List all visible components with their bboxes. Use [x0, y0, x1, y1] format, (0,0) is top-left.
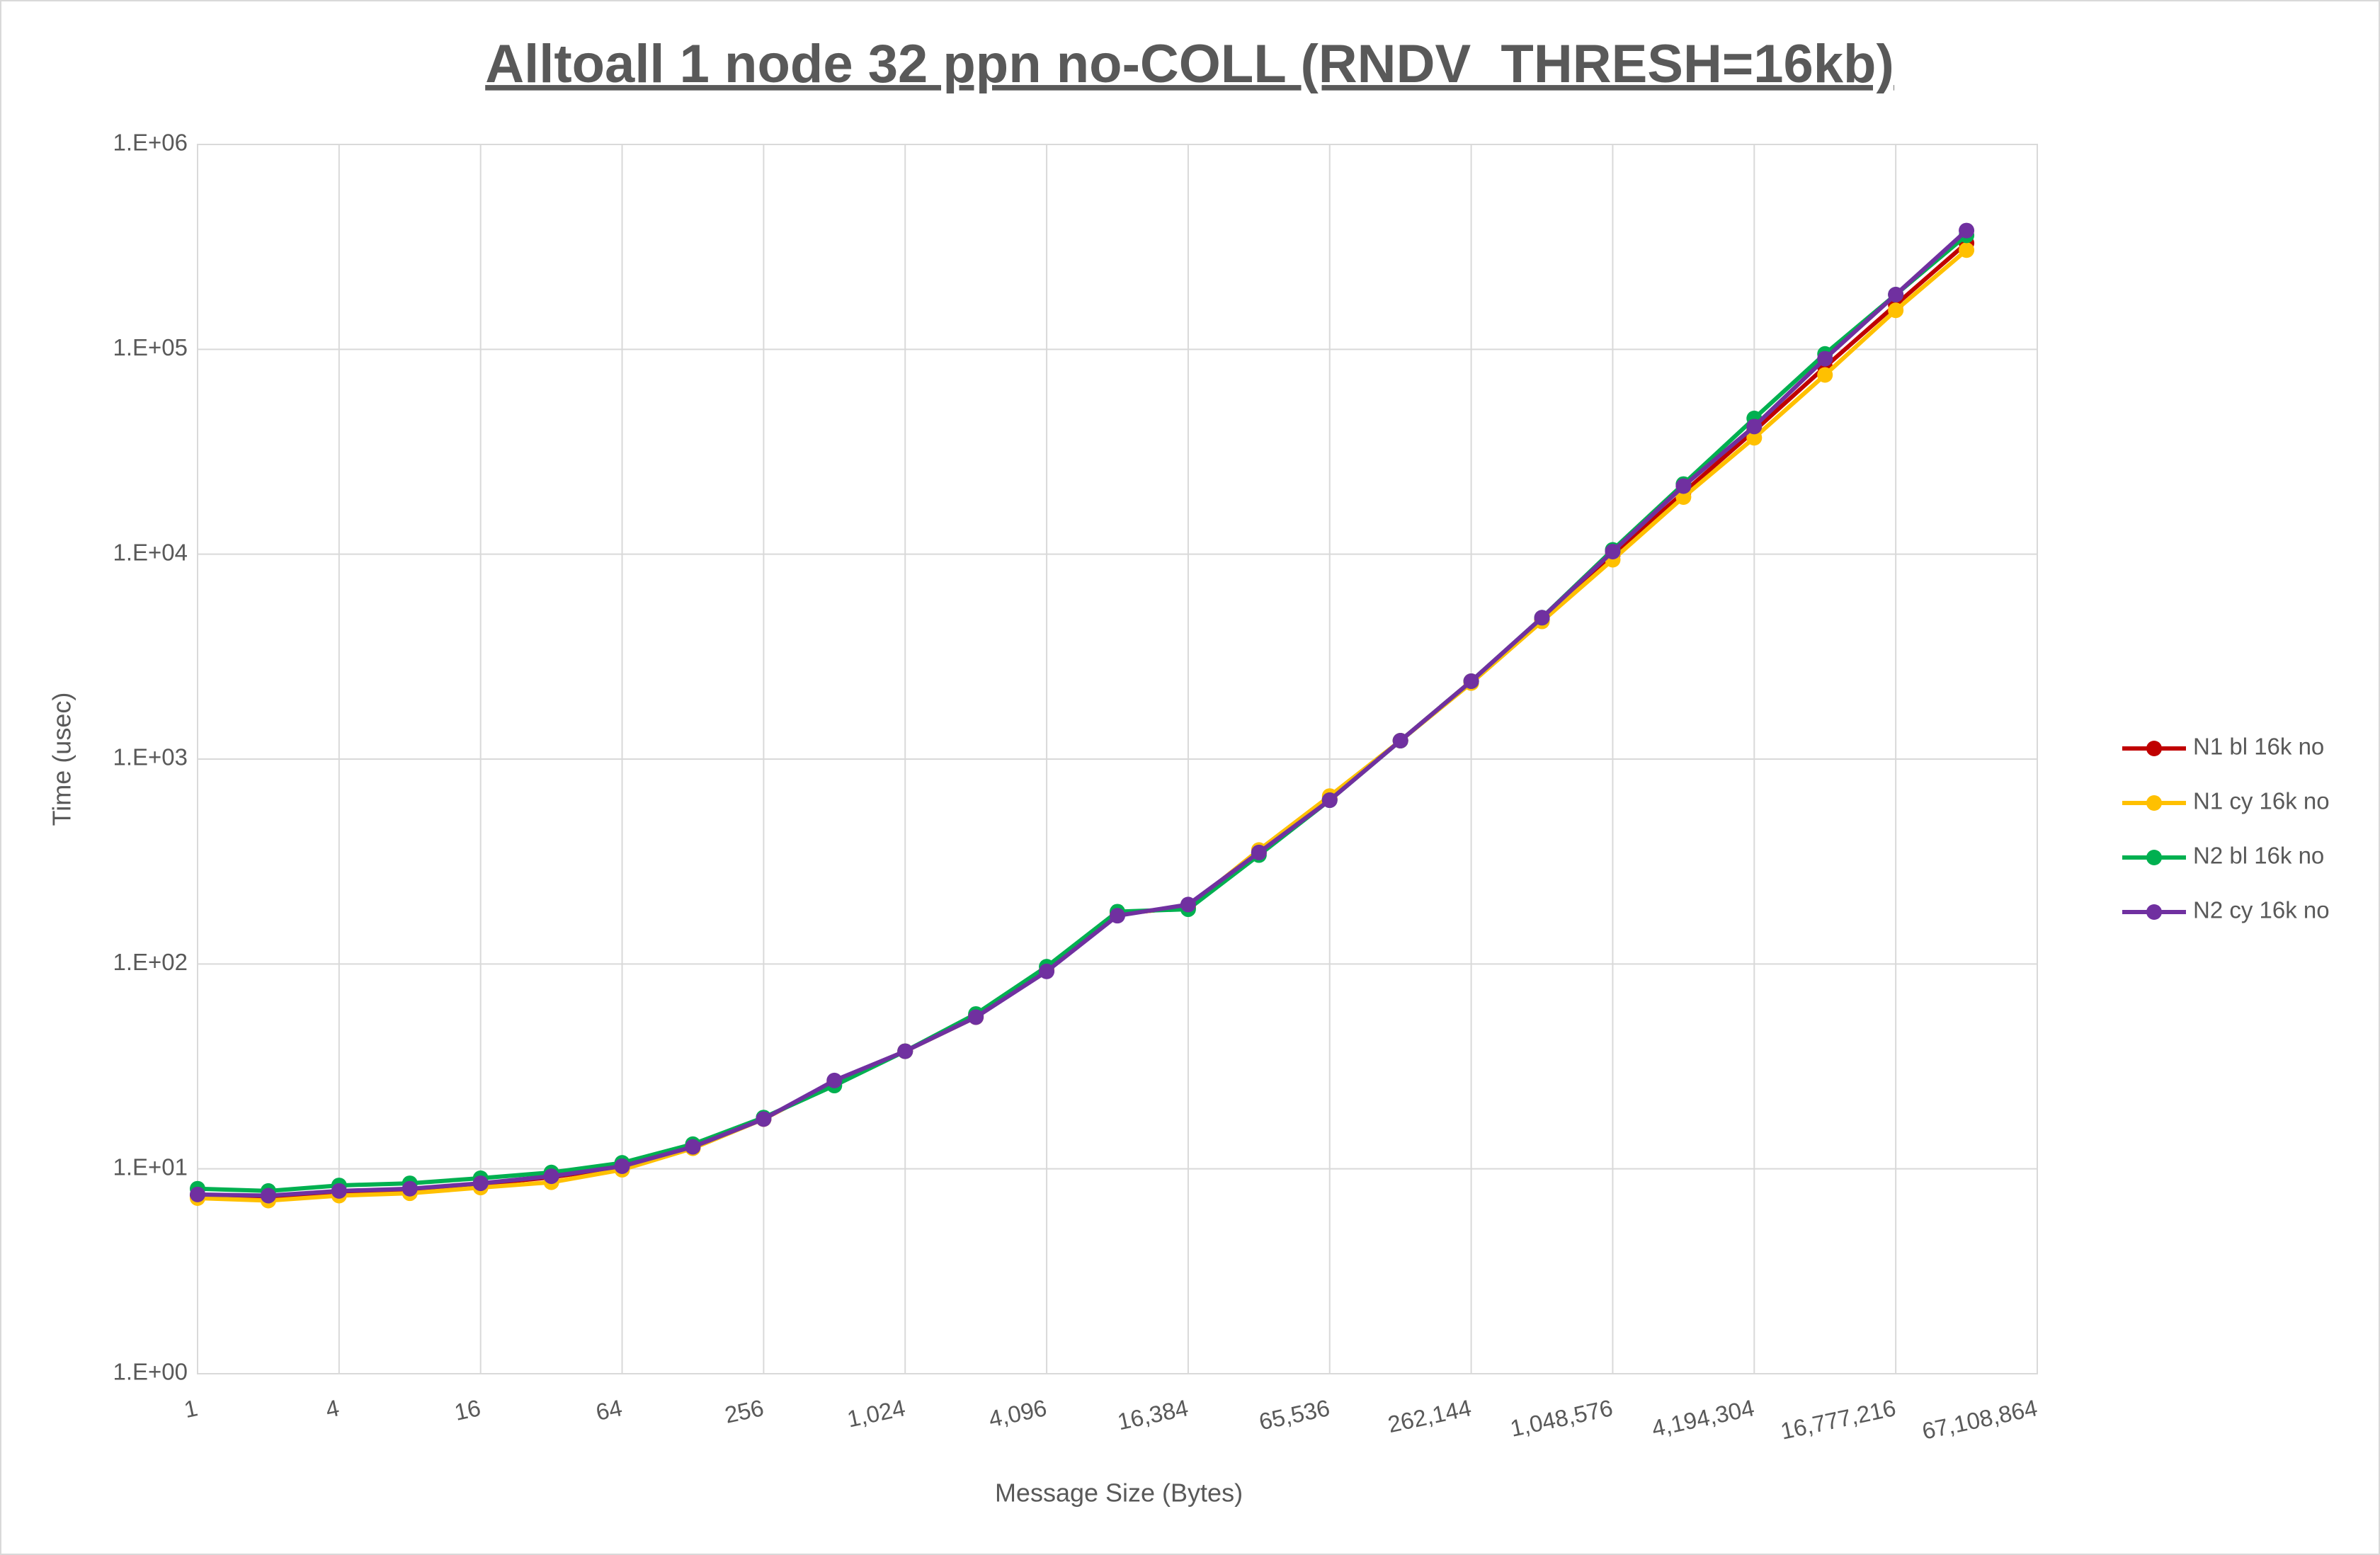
y-tick-label: 1.E+06: [113, 130, 188, 156]
data-point: [756, 1111, 772, 1127]
legend-label: N2 bl 16k no: [2193, 843, 2324, 869]
y-tick-label: 1.E+02: [113, 949, 188, 975]
data-point: [472, 1175, 489, 1192]
chart-title: Alltoall 1 node 32 ppn no-COLL (RNDV_THR…: [485, 34, 1894, 94]
data-point: [897, 1043, 913, 1059]
legend-label: N1 bl 16k no: [2193, 734, 2324, 760]
data-point: [1463, 673, 1479, 689]
x-tick-label: 64: [593, 1394, 625, 1425]
data-point: [1251, 844, 1267, 860]
data-point: [1746, 418, 1763, 435]
data-point: [1675, 489, 1692, 506]
x-axis-label: Message Size (Bytes): [995, 1479, 1243, 1508]
data-point: [1817, 351, 1833, 367]
legend-marker: [2146, 904, 2162, 920]
data-point: [614, 1158, 630, 1174]
data-point: [1817, 367, 1833, 383]
data-point: [190, 1186, 205, 1202]
y-tick-label: 1.E+05: [113, 334, 188, 360]
data-point: [1675, 478, 1692, 494]
data-point: [1321, 792, 1338, 809]
legend-label: N2 cy 16k no: [2193, 897, 2330, 923]
data-point: [331, 1183, 347, 1199]
y-tick-label: 1.E+04: [113, 539, 188, 565]
data-point: [543, 1168, 559, 1185]
data-point: [1180, 896, 1196, 913]
data-point: [402, 1180, 418, 1197]
data-point: [1110, 908, 1125, 924]
legend-label: N1 cy 16k no: [2193, 788, 2330, 814]
data-point: [1959, 222, 1975, 239]
series: [190, 222, 1975, 1204]
y-axis-label: Time (usec): [47, 693, 76, 826]
y-tick-label: 1.E+01: [113, 1154, 188, 1180]
legend-marker: [2146, 795, 2162, 811]
data-point: [260, 1187, 276, 1204]
data-point: [1888, 287, 1904, 303]
data-point: [1534, 610, 1550, 626]
data-point: [1605, 543, 1621, 559]
series-line: [197, 229, 1969, 1198]
data-point: [685, 1139, 701, 1155]
data-point: [1746, 430, 1763, 446]
data-point: [826, 1072, 843, 1088]
y-tick-label: 1.E+00: [113, 1359, 188, 1385]
data-point: [1888, 302, 1904, 319]
plot-frame: [197, 144, 2038, 1374]
data-point: [1039, 963, 1055, 979]
data-point: [1392, 732, 1408, 748]
x-tick-label: 16: [452, 1394, 483, 1425]
data-point: [1959, 242, 1975, 258]
data-point: [968, 1009, 984, 1025]
legend-marker: [2146, 741, 2162, 756]
y-tick-label: 1.E+03: [113, 744, 188, 770]
legend-marker: [2146, 850, 2162, 865]
